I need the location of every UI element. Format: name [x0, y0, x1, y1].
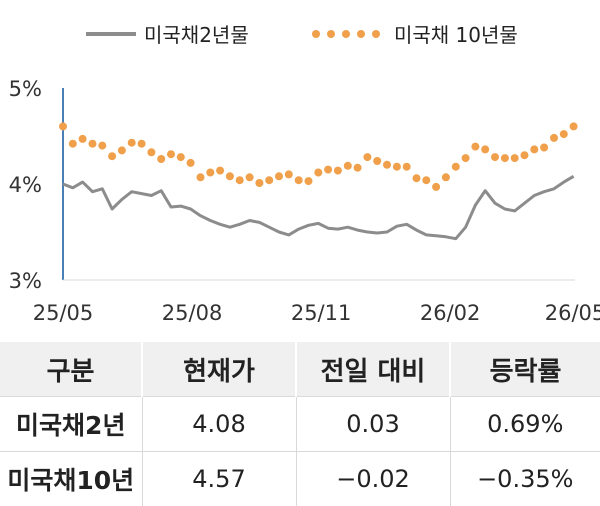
series-10y-point [295, 176, 303, 184]
legend-dot [327, 30, 335, 38]
series-10y-point [393, 163, 401, 171]
series-10y-point [383, 161, 391, 169]
series-10y-point [138, 140, 146, 148]
x-tick-label: 26/05 [545, 301, 600, 325]
series-10y-point [206, 169, 214, 177]
series-10y-point [98, 142, 106, 150]
series-10y-point [481, 145, 489, 153]
series-10y-point [128, 139, 136, 147]
series-10y-point [511, 154, 519, 162]
row-change: 0.03 [296, 397, 450, 452]
series-10y-point [255, 179, 263, 187]
table-header-row: 구분 현재가 전일 대비 등락률 [0, 342, 600, 397]
header-change: 전일 대비 [296, 342, 450, 397]
series-10y-dots [59, 122, 578, 190]
series-10y-point [570, 122, 578, 130]
y-tick-label: 3% [9, 269, 42, 293]
series-10y-point [265, 176, 273, 184]
series-10y-point [314, 169, 322, 177]
series-10y-point [373, 157, 381, 165]
x-tick-label: 25/08 [162, 301, 223, 325]
header-category: 구분 [0, 342, 142, 397]
row-name: 미국채2년 [0, 397, 142, 452]
legend: 미국채2년물 미국채 10년물 [86, 23, 518, 47]
series-10y-point [187, 159, 195, 167]
series-10y-point [432, 183, 440, 191]
series-10y-point [147, 148, 155, 156]
row-change: −0.02 [296, 452, 450, 506]
legend-dot [357, 30, 365, 38]
row-price: 4.08 [142, 397, 296, 452]
series-10y-point [236, 176, 244, 184]
series-10y-point [285, 170, 293, 178]
series-10y-point [216, 167, 224, 175]
y-axis-labels: 5% 4% 3% [9, 77, 42, 293]
series-10y-point [344, 162, 352, 170]
series-10y-point [167, 150, 175, 158]
row-pct: −0.35% [450, 452, 600, 506]
series-10y-point [108, 152, 116, 160]
series-10y-point [550, 134, 558, 142]
header-price: 현재가 [142, 342, 296, 397]
series-10y-point [157, 155, 165, 163]
series-10y-point [530, 145, 538, 153]
series-10y-point [69, 140, 77, 148]
x-axis-labels: 25/05 25/08 25/11 26/02 26/05 [33, 301, 600, 325]
series-10y-point [275, 172, 283, 180]
legend-dot [342, 30, 350, 38]
series-10y-point [521, 151, 529, 159]
yield-chart: 미국채2년물 미국채 10년물 5% 4% 3% 25/05 25/08 25/11 26… [0, 0, 600, 335]
series-10y-point [334, 167, 342, 175]
y-tick-label: 4% [9, 173, 42, 197]
series-10y-point [177, 153, 185, 161]
row-price: 4.57 [142, 452, 296, 506]
series-10y-point [363, 153, 371, 161]
series-10y-point [471, 143, 479, 151]
series-10y-point [59, 122, 67, 130]
series-10y-point [413, 174, 421, 182]
row-pct: 0.69% [450, 397, 600, 452]
series-10y-point [324, 166, 332, 174]
series-10y-point [452, 163, 460, 171]
series-10y-point [491, 153, 499, 161]
legend-10y-label: 미국채 10년물 [394, 23, 518, 47]
series-10y-point [462, 154, 470, 162]
table-row: 미국채2년 4.08 0.03 0.69% [0, 397, 600, 452]
x-tick-label: 26/02 [420, 301, 481, 325]
x-tick-label: 25/05 [33, 301, 94, 325]
series-10y-point [89, 140, 97, 148]
legend-10y-swatch [312, 30, 380, 38]
series-10y-point [118, 146, 126, 154]
series-10y-point [501, 154, 509, 162]
series-10y-point [442, 173, 450, 181]
series-10y-point [79, 135, 87, 143]
series-10y-point [354, 164, 362, 172]
series-2y-line [63, 176, 574, 238]
series-10y-point [226, 172, 234, 180]
quote-table: 구분 현재가 전일 대비 등락률 미국채2년 4.08 0.03 0.69% 미… [0, 342, 600, 506]
series-10y-point [403, 163, 411, 171]
series-10y-point [540, 144, 548, 152]
series-10y-point [422, 176, 430, 184]
legend-dot [372, 30, 380, 38]
x-tick-label: 25/11 [291, 301, 352, 325]
series-10y-point [246, 173, 254, 181]
legend-2y-label: 미국채2년물 [144, 23, 249, 47]
series-10y-point [305, 177, 313, 185]
series-10y-point [197, 173, 205, 181]
row-name: 미국채10년 [0, 452, 142, 506]
y-tick-label: 5% [9, 77, 42, 101]
table-row: 미국채10년 4.57 −0.02 −0.35% [0, 452, 600, 506]
header-pct: 등락률 [450, 342, 600, 397]
legend-dot [312, 30, 320, 38]
series-10y-point [560, 130, 568, 138]
